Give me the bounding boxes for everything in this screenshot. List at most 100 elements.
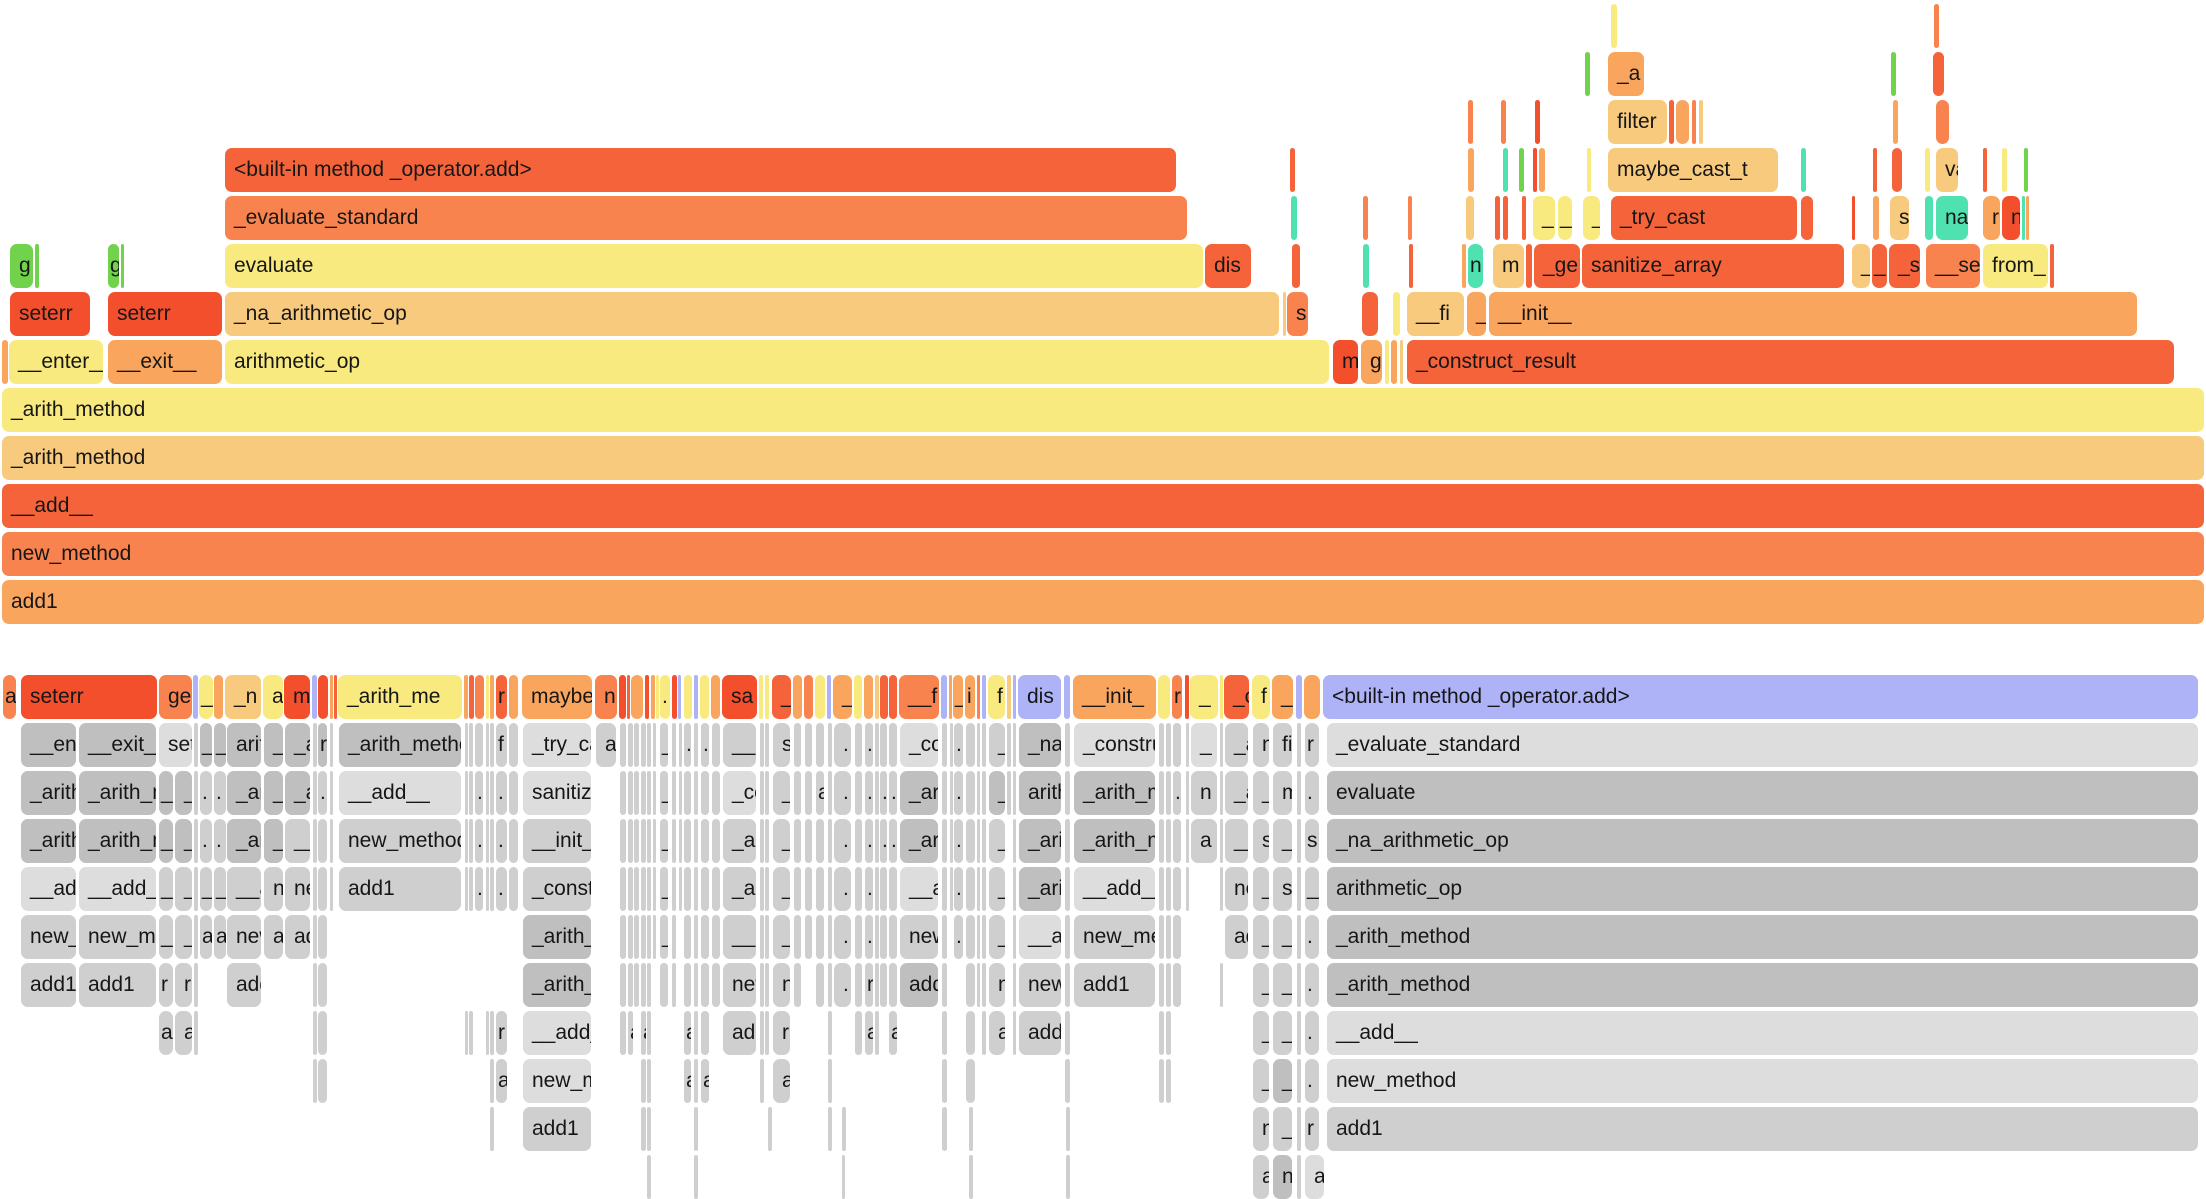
frame[interactable] xyxy=(475,675,484,719)
frame-add[interactable]: __add__ xyxy=(227,867,261,911)
frame-[interactable]: . xyxy=(1305,915,1319,959)
frame[interactable] xyxy=(794,771,801,815)
frame[interactable] xyxy=(509,867,518,911)
frame[interactable] xyxy=(982,1011,986,1055)
frame[interactable] xyxy=(701,819,709,863)
frame[interactable] xyxy=(1297,1011,1301,1055)
frame[interactable] xyxy=(1065,915,1070,959)
frame[interactable] xyxy=(889,867,897,911)
frame[interactable] xyxy=(712,723,720,767)
frame-[interactable]: . xyxy=(880,819,887,863)
frame-[interactable]: _ xyxy=(773,771,790,815)
frame[interactable] xyxy=(509,771,518,815)
frame[interactable] xyxy=(794,867,801,911)
frame[interactable] xyxy=(679,723,682,767)
frame[interactable] xyxy=(982,723,986,767)
frame-add1[interactable]: add1 xyxy=(900,963,938,1007)
frame-[interactable]: _ xyxy=(1533,196,1555,240)
frame[interactable] xyxy=(701,867,709,911)
frame[interactable] xyxy=(1173,915,1181,959)
frame-m[interactable]: m xyxy=(1493,244,1524,288)
frame-ge[interactable]: ge xyxy=(159,675,192,719)
frame[interactable] xyxy=(1893,100,1898,144)
frame[interactable] xyxy=(760,867,764,911)
frame[interactable] xyxy=(486,675,489,719)
frame[interactable] xyxy=(1297,723,1301,767)
frame[interactable] xyxy=(842,1107,846,1151)
frame-arith-method[interactable]: _arith_method xyxy=(339,723,461,767)
frame-[interactable]: _ xyxy=(1273,963,1292,1007)
frame[interactable] xyxy=(969,1155,973,1199)
frame-a[interactable]: a xyxy=(3,675,16,719)
frame[interactable] xyxy=(1220,819,1223,863)
frame[interactable] xyxy=(486,723,489,767)
frame[interactable] xyxy=(694,915,698,959)
frame[interactable] xyxy=(765,867,769,911)
frame[interactable] xyxy=(330,771,333,815)
frame[interactable] xyxy=(828,1107,832,1151)
frame[interactable] xyxy=(641,915,646,959)
frame-sanitize-array[interactable]: sanitize_array xyxy=(1582,244,1844,288)
frame-new-method[interactable]: new_method xyxy=(339,819,461,863)
frame[interactable] xyxy=(1587,148,1591,192)
frame-[interactable]: _ xyxy=(1253,1011,1269,1055)
frame-new-method[interactable]: new_method xyxy=(1019,963,1061,1007)
frame[interactable] xyxy=(1220,867,1223,911)
frame-evaluate[interactable]: evaluate xyxy=(225,244,1203,288)
frame[interactable] xyxy=(194,867,198,911)
frame-add[interactable]: __add__ xyxy=(1225,819,1248,863)
frame-[interactable]: _ xyxy=(660,819,668,863)
frame-n[interactable]: n xyxy=(264,867,283,911)
frame[interactable] xyxy=(694,867,698,911)
frame-fi[interactable]: fi xyxy=(1273,723,1292,767)
frame-[interactable]: _ xyxy=(175,819,192,863)
frame-add[interactable]: __add__ xyxy=(1327,1011,2198,1055)
frame[interactable] xyxy=(950,819,953,863)
frame[interactable] xyxy=(1462,244,1466,288)
frame[interactable] xyxy=(684,675,692,719)
frame[interactable] xyxy=(2022,196,2025,240)
frame[interactable] xyxy=(1064,675,1070,719)
frame-[interactable]: _ xyxy=(1272,675,1293,719)
frame[interactable] xyxy=(966,963,975,1007)
frame[interactable] xyxy=(1159,1059,1164,1103)
frame-ad[interactable]: ad xyxy=(285,915,310,959)
frame-r[interactable]: r xyxy=(1172,675,1182,719)
frame[interactable] xyxy=(1166,1059,1171,1103)
frame[interactable] xyxy=(1065,771,1070,815)
frame[interactable] xyxy=(465,771,468,815)
frame[interactable] xyxy=(653,867,656,911)
frame[interactable] xyxy=(712,819,720,863)
frame[interactable] xyxy=(313,771,317,815)
frame-[interactable]: _ xyxy=(1852,244,1870,288)
frame[interactable] xyxy=(701,963,709,1007)
frame[interactable] xyxy=(712,963,720,1007)
frame[interactable] xyxy=(1007,723,1011,767)
frame[interactable] xyxy=(647,819,651,863)
frame[interactable] xyxy=(656,675,659,719)
frame[interactable] xyxy=(469,675,474,719)
frame[interactable] xyxy=(828,819,832,863)
frame[interactable] xyxy=(684,867,691,911)
frame[interactable] xyxy=(486,867,489,911)
frame[interactable] xyxy=(855,819,862,863)
frame-try-cast[interactable]: _try_cast xyxy=(523,723,591,767)
frame[interactable] xyxy=(701,915,709,959)
frame-evaluate-standard[interactable]: _evaluate_standard xyxy=(1327,723,2198,767)
frame-n[interactable]: n xyxy=(1253,723,1269,767)
frame[interactable] xyxy=(1185,675,1189,719)
frame-arith-method[interactable]: _arith_method xyxy=(1074,771,1155,815)
frame[interactable] xyxy=(2026,196,2029,240)
frame[interactable] xyxy=(464,675,468,719)
frame[interactable] xyxy=(828,867,832,911)
frame-a[interactable]: a xyxy=(816,771,824,815)
frame[interactable] xyxy=(490,1011,494,1055)
frame-construct-result[interactable]: _construct_result xyxy=(1407,340,2174,384)
frame[interactable] xyxy=(1013,963,1016,1007)
frame-[interactable]: . xyxy=(865,723,873,767)
frame-[interactable]: . xyxy=(1305,963,1319,1007)
frame[interactable] xyxy=(759,675,763,719)
frame[interactable] xyxy=(875,675,879,719)
frame-[interactable]: _ xyxy=(159,819,173,863)
frame-[interactable]: _ xyxy=(773,915,790,959)
